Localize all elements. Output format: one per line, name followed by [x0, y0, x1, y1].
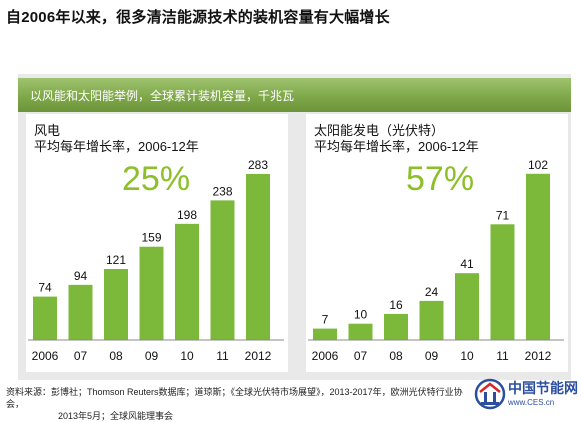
x-tick-label: 2012 — [245, 349, 272, 363]
x-tick-label: 2006 — [312, 349, 339, 363]
logo-name: 中国节能网 — [508, 380, 578, 396]
bar-value-label: 94 — [74, 269, 88, 283]
x-tick-label: 08 — [389, 349, 403, 363]
bar-value-label: 238 — [212, 184, 232, 198]
wind-bar-chart: 74 2006 94 07 121 08 159 09 198 10 238 11 283 2012 — [28, 158, 284, 363]
ces-logo[interactable]: 中国节能网 www.CES.cn — [474, 376, 578, 414]
bar-value-label: 283 — [248, 158, 268, 172]
x-tick-label: 2006 — [32, 349, 59, 363]
x-tick-label: 10 — [460, 349, 474, 363]
bar — [348, 323, 373, 340]
bar-value-label: 159 — [141, 231, 161, 245]
chart-subtitle: 平均每年增长率，2006-12年 — [34, 139, 199, 154]
x-tick-label: 11 — [496, 349, 509, 363]
bar — [68, 284, 93, 340]
chart-title: 风电 — [34, 123, 61, 138]
x-tick-label: 09 — [425, 349, 439, 363]
bar-value-label: 16 — [389, 298, 403, 312]
chart-subtitle: 平均每年增长率，2006-12年 — [314, 139, 479, 154]
page-title: 自2006年以来，很多清洁能源技术的装机容量有大幅增长 — [6, 9, 390, 26]
solar-bar-chart: 7 2006 10 07 16 08 24 09 41 10 71 11 102 2012 — [308, 158, 564, 363]
source-line-1: 资料来源：彭博社；Thomson Reuters数据库；道琼斯；《全球光伏特市场… — [6, 387, 463, 409]
x-tick-label: 10 — [180, 349, 194, 363]
x-tick-label: 11 — [216, 349, 229, 363]
source-line-2: 2013年5月；全球风能理事会 — [58, 411, 174, 421]
solar-chart-panel: 太阳能发电（光伏特） 平均每年增长率，2006-12年 57% 7 2006 10 0… — [306, 114, 568, 372]
bar — [210, 200, 235, 340]
x-tick-label: 07 — [354, 349, 368, 363]
bar — [384, 313, 408, 340]
wind-chart-panel: 风电 平均每年增长率，2006-12年 25% 74 2006 94 07 121 08 1… — [26, 114, 288, 372]
bar — [455, 273, 479, 340]
x-tick-label: 07 — [74, 349, 88, 363]
bar-value-label: 71 — [496, 208, 510, 222]
bar — [313, 328, 337, 340]
bar-value-label: 10 — [354, 308, 368, 322]
bar — [33, 296, 57, 340]
bar-value-label: 41 — [460, 257, 474, 271]
bar — [526, 173, 550, 340]
bar-value-label: 198 — [177, 208, 197, 222]
banner: 以风能和太阳能举例，全球累计装机容量，千兆瓦 — [18, 78, 571, 112]
bar — [246, 173, 270, 340]
chart-title: 太阳能发电（光伏特） — [314, 123, 445, 138]
ces-logo-icon — [474, 378, 506, 410]
bar-value-label: 74 — [38, 281, 52, 295]
growth-rate: 57% — [406, 160, 475, 198]
bar — [104, 269, 128, 340]
source-footnote: 资料来源：彭博社；Thomson Reuters数据库；道琼斯；《全球光伏特市场… — [6, 386, 476, 422]
bar — [175, 223, 199, 340]
x-tick-label: 08 — [109, 349, 123, 363]
bar-value-label: 102 — [528, 158, 548, 172]
x-tick-label: 09 — [145, 349, 159, 363]
bar-value-label: 24 — [425, 285, 439, 299]
bar — [490, 224, 515, 340]
growth-rate: 25% — [122, 160, 191, 198]
logo-url: www.CES.cn — [508, 398, 555, 407]
bar-value-label: 7 — [322, 313, 329, 327]
bar — [419, 300, 444, 340]
bar — [139, 246, 164, 340]
banner-text: 以风能和太阳能举例，全球累计装机容量，千兆瓦 — [30, 89, 295, 103]
x-tick-label: 2012 — [525, 349, 552, 363]
bar-value-label: 121 — [106, 253, 126, 267]
